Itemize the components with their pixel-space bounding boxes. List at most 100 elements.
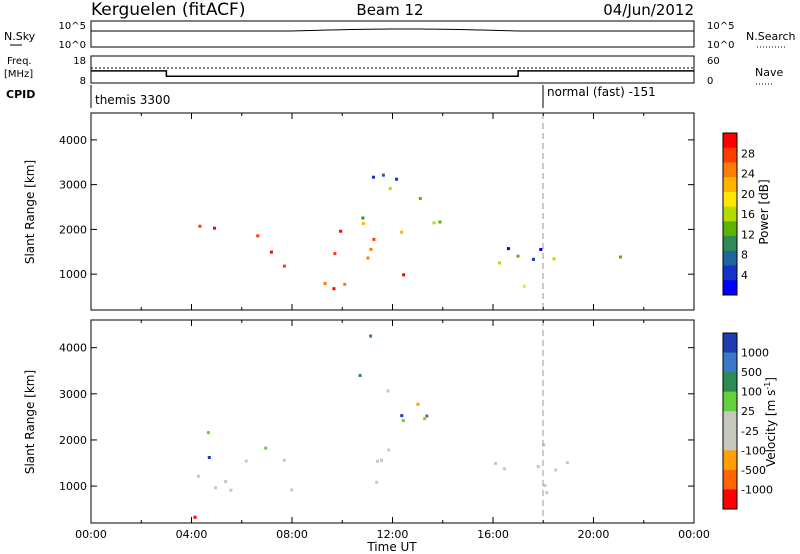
- velocity-echo-cell: [543, 483, 547, 487]
- cpid-entry-2: normal (fast) -151: [547, 85, 656, 99]
- power-colorbar-frame: [722, 132, 738, 296]
- power-echo-cell: [212, 226, 216, 230]
- date-title: 04/Jun/2012: [603, 1, 694, 19]
- nsearch-label: N.Search: [746, 30, 796, 43]
- power-colorbar-swatch: [723, 147, 737, 163]
- nave-label: Nave: [755, 66, 783, 79]
- power-echo-cell: [361, 221, 365, 225]
- time-tick-label: 00:00: [678, 528, 710, 541]
- velocity-echo-cell: [224, 480, 228, 484]
- time-tick-label: 04:00: [176, 528, 208, 541]
- velocity-colorbar-tick-label: 100: [741, 386, 762, 399]
- velocity-colorbar-label: Velocity [m s-1]: [763, 377, 778, 467]
- power-echo-cell: [369, 247, 373, 251]
- velocity-colorbar-swatch: [723, 352, 737, 373]
- velocity-echo-cell: [554, 468, 558, 472]
- velocity-colorbar-swatch: [723, 333, 737, 354]
- velocity-echo-cell: [425, 414, 429, 418]
- freq-trace-line: [91, 70, 694, 77]
- velocity-x-ticks: [90, 320, 695, 523]
- power-echo-cell: [269, 250, 273, 254]
- power-echo-cell: [372, 237, 376, 241]
- freq-panel-frame: [90, 55, 695, 84]
- power-echo-cell: [323, 281, 327, 285]
- velocity-colorbar-frame: [722, 332, 738, 510]
- power-echo-cell: [371, 175, 375, 179]
- velocity-y-tick-label: 4000: [59, 342, 87, 355]
- cpid-entry-1: themis 3300: [95, 93, 170, 107]
- power-x-ticks: [90, 113, 695, 310]
- power-echo-cell: [497, 261, 501, 265]
- power-echo-heatmap: [198, 173, 623, 291]
- power-colorbar-tick-label: 16: [741, 208, 755, 221]
- power-echo-cell: [402, 273, 406, 277]
- power-colorbar: 28 24 20 16 12 8 4: [722, 132, 755, 296]
- velocity-echo-cell: [244, 459, 248, 463]
- velocity-colorbar-label-main: Velocity [m s: [764, 390, 778, 467]
- power-panel-frame: [90, 112, 695, 311]
- nave-tick-top: 60: [707, 56, 720, 67]
- velocity-colorbar-tick-label: -500: [741, 464, 766, 477]
- velocity-echo-cell: [387, 448, 391, 452]
- power-colorbar-tick-label: 8: [741, 249, 748, 262]
- power-colorbar-tick-label: 28: [741, 147, 755, 160]
- velocity-y-tick-label: 1000: [59, 480, 87, 493]
- velocity-ylabel: Slant Range [km]: [23, 370, 37, 474]
- power-echo-cell: [388, 187, 392, 191]
- velocity-echo-cell: [536, 465, 540, 469]
- velocity-echo-cell: [401, 419, 405, 423]
- power-echo-cell: [522, 284, 526, 288]
- nsky-label: N.Sky: [4, 30, 36, 43]
- power-echo-cell: [539, 247, 543, 251]
- velocity-echo-cell: [375, 459, 379, 463]
- velocity-panel-frame: [90, 319, 695, 524]
- power-echo-cell: [531, 257, 535, 261]
- velocity-echo-cell: [416, 402, 420, 406]
- freq-tick-bottom: 8: [80, 76, 86, 87]
- nsky-trace: [91, 28, 694, 32]
- power-colorbar-tick-label: 12: [741, 228, 755, 241]
- velocity-echo-cell: [565, 461, 569, 465]
- velocity-echo-cell: [196, 474, 200, 478]
- velocity-colorbar-tick-label: 1000: [741, 347, 769, 360]
- nsearch-tick-bottom: 10^0: [707, 40, 734, 51]
- velocity-colorbar-swatch: [723, 469, 737, 490]
- velocity-colorbar-tick-label: -1000: [741, 483, 773, 496]
- velocity-echo-cell: [379, 458, 383, 462]
- power-echo-cell: [552, 257, 556, 261]
- power-colorbar-swatch: [723, 236, 737, 252]
- power-echo-cell: [256, 234, 260, 238]
- freq-label-1: Freq.: [7, 56, 32, 67]
- velocity-colorbar-tick-label: 500: [741, 366, 762, 379]
- power-y-tick-label: 3000: [59, 179, 87, 192]
- power-y-tick-label: 4000: [59, 134, 87, 147]
- power-ylabel: Slant Range [km]: [23, 160, 37, 264]
- velocity-echo-cell: [375, 480, 379, 484]
- nsky-tick-top: 10^5: [59, 21, 86, 32]
- velocity-echo-cell: [423, 417, 427, 421]
- power-echo-cell: [418, 196, 422, 200]
- velocity-echo-cell: [502, 467, 506, 471]
- velocity-echo-cell: [358, 374, 362, 378]
- velocity-colorbar-tick-label: -100: [741, 444, 766, 457]
- power-echo-cell: [506, 247, 510, 251]
- power-echo-cell: [198, 224, 202, 228]
- velocity-echo-cell: [545, 491, 549, 495]
- velocity-colorbar-label-close: ]: [764, 377, 778, 382]
- velocity-echo-cell: [542, 443, 546, 447]
- power-colorbar-tick-label: 4: [741, 269, 748, 282]
- power-y-tick-label: 2000: [59, 223, 87, 236]
- power-colorbar-swatch: [723, 265, 737, 281]
- power-colorbar-tick-label: 20: [741, 188, 755, 201]
- power-colorbar-swatch: [723, 133, 737, 149]
- power-echo-cell: [516, 254, 520, 258]
- power-echo-cell: [395, 177, 399, 181]
- time-axis-labels: 00:00 04:00 08:00 12:00 16:00 20:00 00:00: [75, 528, 710, 541]
- power-colorbar-swatch: [723, 221, 737, 237]
- velocity-colorbar-tick-label: 25: [741, 405, 755, 418]
- time-tick-label: 16:00: [477, 528, 509, 541]
- velocity-echo-cell: [386, 389, 390, 393]
- velocity-colorbar-swatch: [723, 489, 737, 510]
- power-echo-cell: [381, 173, 385, 177]
